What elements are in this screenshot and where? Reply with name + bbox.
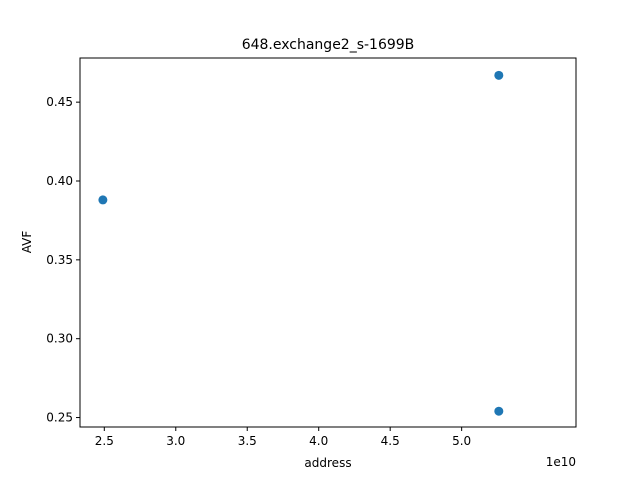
- x-tick-label: 4.0: [309, 434, 328, 448]
- x-tick-label: 2.5: [95, 434, 114, 448]
- data-point: [494, 406, 504, 416]
- x-tick-label: 5.0: [452, 434, 471, 448]
- y-axis-label: AVF: [20, 231, 34, 254]
- x-axis: 2.5 3.0 3.5 4.0 4.5 5.0: [95, 427, 471, 448]
- data-point: [494, 70, 504, 80]
- x-axis-offset-label: 1e10: [546, 455, 576, 469]
- data-points: [98, 70, 504, 416]
- y-tick-label: 0.45: [46, 95, 73, 109]
- plot-area: [79, 57, 577, 428]
- y-tick-label: 0.35: [46, 253, 73, 267]
- x-axis-label: address: [304, 456, 351, 470]
- data-point: [98, 195, 108, 205]
- chart-title: 648.exchange2_s-1699B: [242, 37, 415, 53]
- x-tick-label: 3.0: [166, 434, 185, 448]
- y-tick-label: 0.40: [46, 174, 73, 188]
- y-axis: 0.25 0.30 0.35 0.40 0.45: [46, 95, 80, 425]
- y-tick-label: 0.30: [46, 332, 73, 346]
- x-tick-label: 3.5: [238, 434, 257, 448]
- y-tick-label: 0.25: [46, 411, 73, 425]
- x-tick-label: 4.5: [381, 434, 400, 448]
